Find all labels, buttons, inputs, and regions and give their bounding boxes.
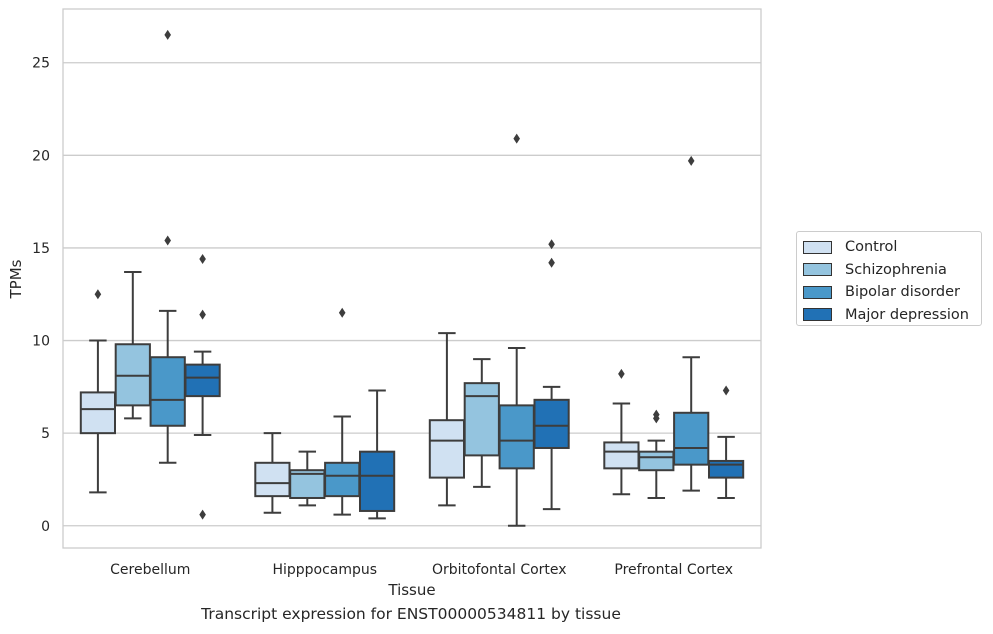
legend-swatch (803, 240, 832, 254)
box-3-1 (638, 409, 675, 499)
box-2-1 (463, 358, 500, 488)
y-tick-label: 10 (32, 334, 50, 350)
legend-label: Bipolar disorder (845, 284, 960, 301)
legend: Control Schizophrenia Bipolar disorder Majo… (796, 231, 982, 326)
legend-label: Control (845, 239, 898, 256)
box-1-2 (324, 307, 361, 516)
outlier-point (618, 368, 625, 379)
outlier-point (653, 409, 660, 420)
y-axis-label: TPMs (7, 259, 25, 299)
outlier-point (338, 307, 346, 318)
iqr-box (533, 398, 570, 449)
iqr-box (638, 450, 675, 472)
legend-item: Major depression (803, 304, 981, 327)
outlier-point (164, 235, 171, 246)
x-axis-ticks: Cerebellum Hipppocampus Orbitofontal Corte… (110, 562, 733, 578)
outlier-point (94, 289, 102, 300)
box-3-2 (673, 155, 710, 492)
iqr-box (463, 382, 500, 457)
y-tick-label: 0 (41, 519, 50, 535)
y-tick-label: 20 (32, 148, 50, 164)
legend-item: Schizophrenia (803, 259, 981, 282)
box-0-0 (79, 289, 117, 494)
iqr-box (428, 419, 466, 479)
y-axis-ticks: 0 5 10 15 20 25 (32, 56, 50, 535)
x-tick-label: Hipppocampus (272, 562, 377, 578)
legend-item: Bipolar disorder (803, 281, 981, 304)
outlier-point (513, 133, 520, 144)
x-tick-label: Cerebellum (110, 562, 190, 578)
legend-item: Control (803, 236, 981, 259)
iqr-box (358, 450, 396, 512)
box-3-3 (707, 385, 745, 499)
x-tick-label: Prefrontal Cortex (614, 562, 733, 578)
box-2-0 (428, 332, 466, 507)
y-tick-label: 15 (32, 241, 50, 257)
legend-label: Schizophrenia (845, 261, 947, 278)
outlier-point (687, 155, 695, 166)
legend-label: Major depression (845, 306, 969, 323)
chart-caption: Transcript expression for ENST0000053481… (201, 605, 621, 623)
gridlines (63, 62, 761, 527)
iqr-box (149, 356, 186, 427)
iqr-box (707, 459, 745, 479)
outlier-point (548, 239, 555, 250)
box-2-3 (533, 239, 570, 511)
y-tick-label: 25 (32, 56, 50, 72)
iqr-box (79, 391, 117, 435)
iqr-box (603, 441, 640, 470)
box-0-2 (149, 29, 186, 464)
plot-area (79, 29, 745, 527)
box-0-3 (184, 254, 221, 520)
y-tick-label: 5 (41, 426, 50, 442)
box-1-0 (254, 432, 291, 514)
x-tick-label: Orbitofontal Cortex (432, 562, 567, 578)
box-1-1 (289, 450, 326, 507)
outlier-point (199, 309, 206, 320)
x-axis-label: Tissue (387, 581, 435, 599)
plot-frame (62, 8, 762, 549)
legend-swatch (803, 263, 832, 277)
outlier-point (199, 509, 206, 520)
iqr-box (254, 461, 291, 498)
outlier-point (548, 257, 555, 268)
iqr-box (184, 363, 221, 398)
box-3-0 (603, 368, 640, 496)
outlier-point (164, 29, 171, 40)
iqr-box (324, 461, 361, 498)
box-0-1 (114, 271, 151, 420)
legend-swatch (803, 285, 832, 299)
outlier-point (199, 254, 206, 265)
box-1-3 (358, 389, 396, 520)
box-2-2 (498, 133, 535, 527)
iqr-box (498, 404, 535, 470)
iqr-box (673, 411, 710, 466)
outlier-point (722, 385, 730, 396)
legend-swatch (803, 308, 832, 322)
